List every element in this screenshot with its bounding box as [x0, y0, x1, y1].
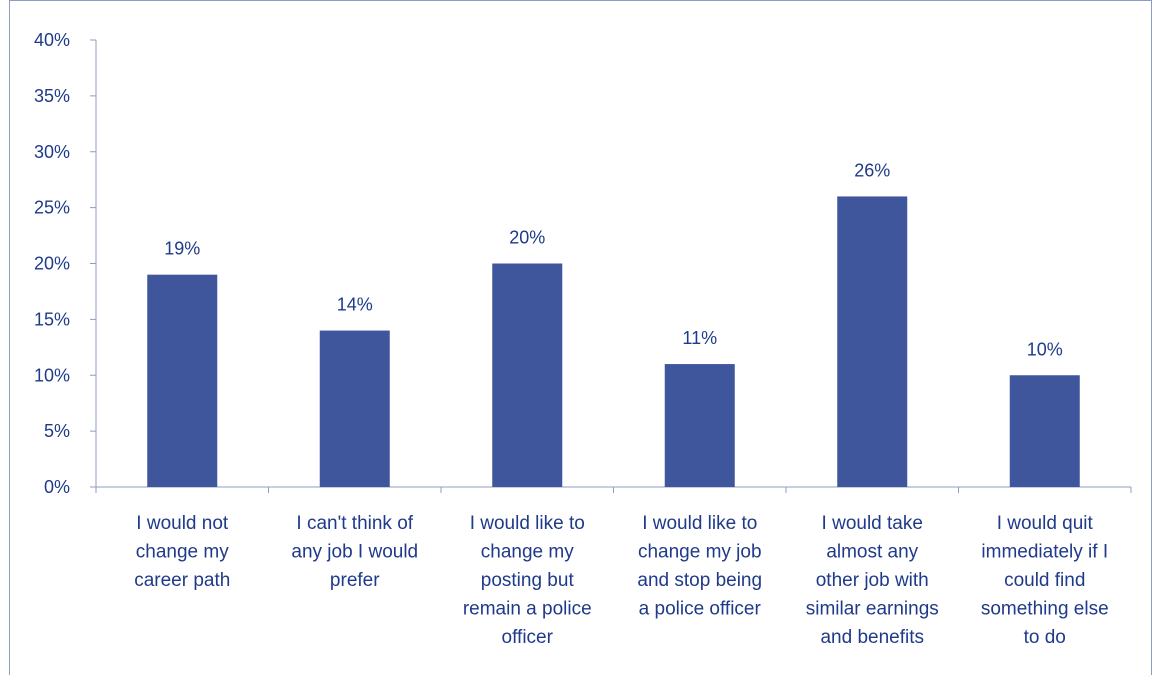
bar — [1009, 375, 1080, 487]
x-tick-label-line: I can't think of — [296, 513, 413, 534]
data-label: 20% — [509, 228, 545, 248]
data-label: 11% — [682, 328, 717, 348]
x-tick-label: I would not change my career path — [134, 513, 230, 591]
x-tick-label-line: I would take — [822, 513, 923, 534]
y-tick-label: 25% — [34, 198, 70, 218]
x-tick-label-line: officer — [502, 627, 554, 648]
x-tick-label: I can't think of any job I would prefer — [291, 513, 418, 591]
data-label: 10% — [1027, 339, 1063, 359]
bar — [492, 263, 563, 487]
x-tick-label-line: and stop being — [637, 570, 762, 591]
x-tick-label-line: change my job — [638, 542, 762, 563]
x-tick-label: I would take almost any other job with simi… — [806, 513, 939, 648]
x-tick-label-line: similar earnings — [806, 599, 939, 620]
x-tick-label-line: career path — [134, 570, 230, 591]
chart-frame — [9, 0, 1152, 675]
data-label: 19% — [164, 239, 200, 259]
x-tick-label-line: and benefits — [820, 627, 924, 648]
x-tick-label-line: to do — [1024, 627, 1066, 648]
x-tick-label-line: posting but — [481, 570, 575, 591]
x-tick-label-line: prefer — [330, 570, 380, 591]
x-tick-label-line: I would like to — [642, 513, 757, 534]
y-tick-label: 5% — [44, 421, 70, 441]
y-tick-label: 30% — [34, 142, 70, 162]
y-tick-label: 20% — [34, 254, 70, 274]
x-tick-label-line: immediately if I — [981, 542, 1108, 563]
bar — [319, 330, 390, 487]
y-tick-label: 40% — [34, 30, 70, 50]
y-tick-label: 0% — [44, 477, 70, 497]
y-tick-label: 15% — [34, 309, 70, 329]
x-tick-label-line: almost any — [826, 542, 918, 563]
y-tick-label: 10% — [34, 365, 70, 385]
x-tick-label: I would like to change my posting but remai… — [463, 513, 592, 648]
x-tick-label-line: change my — [481, 542, 574, 563]
data-label: 14% — [337, 295, 373, 315]
data-label: 26% — [854, 160, 890, 180]
x-tick-label-line: any job I would — [291, 542, 418, 563]
x-tick-label-line: I would not — [136, 513, 229, 534]
x-tick-label-line: I would quit — [997, 513, 1094, 534]
x-tick-label-line: I would like to — [470, 513, 585, 534]
x-tick-label: I would like to change my job and stop bei… — [637, 513, 762, 620]
x-tick-label-line: something else — [981, 599, 1109, 620]
y-tick-label: 35% — [34, 86, 70, 106]
bar — [664, 364, 735, 487]
x-tick-label-line: could find — [1004, 570, 1085, 591]
x-tick-label-line: other job with — [816, 570, 929, 591]
x-tick-label-line: remain a police — [463, 599, 592, 620]
bar — [837, 196, 908, 487]
x-tick-label-line: change my — [136, 542, 229, 563]
bar — [147, 274, 218, 487]
x-tick-label: I would quit immediately if I could find so… — [981, 513, 1109, 648]
x-tick-label-line: a police officer — [639, 599, 762, 620]
